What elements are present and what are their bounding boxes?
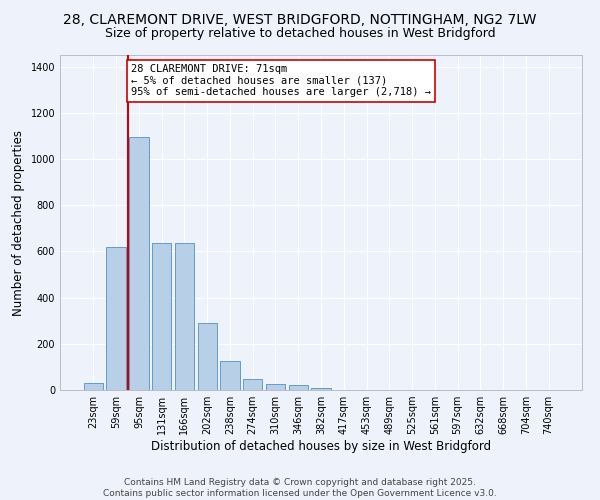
Bar — [129, 137, 149, 390]
X-axis label: Distribution of detached houses by size in West Bridgford: Distribution of detached houses by size … — [151, 440, 491, 453]
Y-axis label: Number of detached properties: Number of detached properties — [12, 130, 25, 316]
Bar — [175, 244, 194, 390]
Bar — [197, 323, 217, 390]
Bar — [84, 383, 103, 390]
Text: Contains HM Land Registry data © Crown copyright and database right 2025.
Contai: Contains HM Land Registry data © Crown c… — [103, 478, 497, 498]
Bar — [106, 247, 126, 390]
Bar — [243, 379, 262, 390]
Bar — [220, 361, 239, 390]
Bar — [152, 244, 172, 390]
Bar — [266, 384, 285, 390]
Bar — [289, 385, 308, 390]
Text: 28, CLAREMONT DRIVE, WEST BRIDGFORD, NOTTINGHAM, NG2 7LW: 28, CLAREMONT DRIVE, WEST BRIDGFORD, NOT… — [63, 12, 537, 26]
Text: 28 CLAREMONT DRIVE: 71sqm
← 5% of detached houses are smaller (137)
95% of semi-: 28 CLAREMONT DRIVE: 71sqm ← 5% of detach… — [131, 64, 431, 98]
Text: Size of property relative to detached houses in West Bridgford: Size of property relative to detached ho… — [104, 28, 496, 40]
Bar — [311, 388, 331, 390]
